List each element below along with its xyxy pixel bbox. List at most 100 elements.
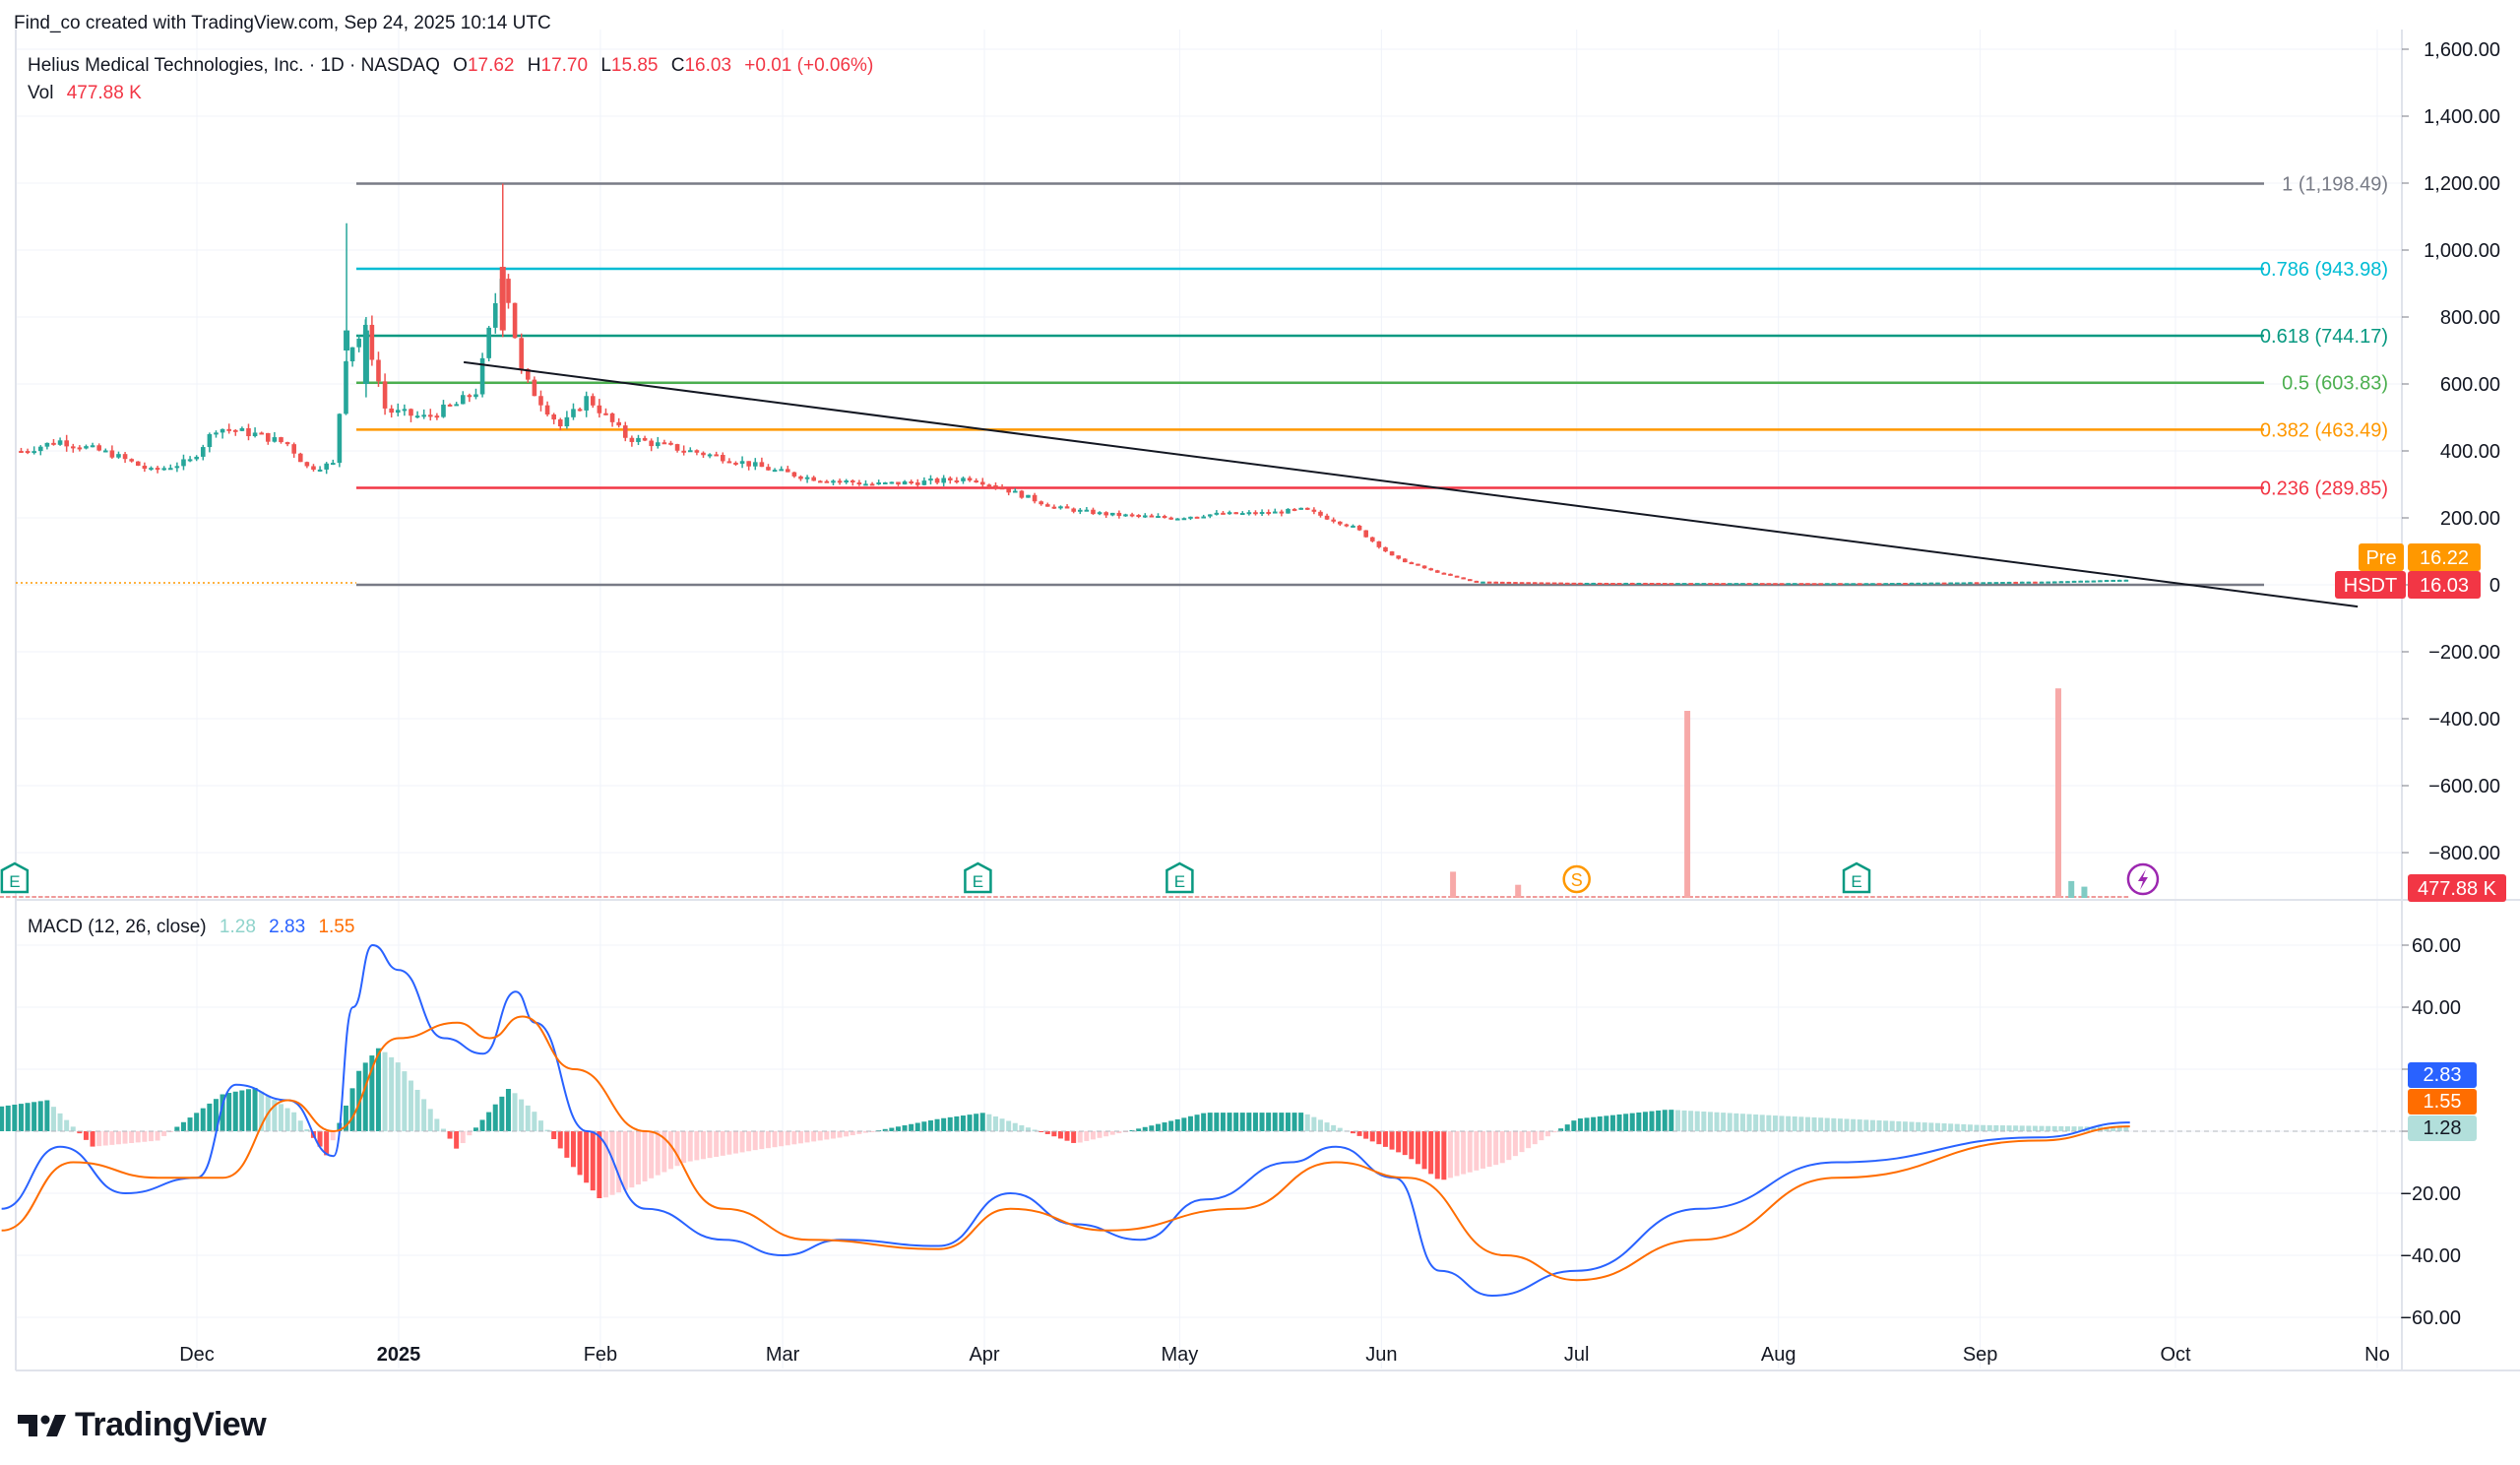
volume-bar: [402, 896, 408, 898]
volume-bar: [1162, 896, 1167, 898]
volume-bar: [1773, 896, 1778, 898]
macd-histogram-bar: [245, 1089, 251, 1131]
volume-bar: [1584, 896, 1590, 898]
volume-bar: [395, 896, 401, 898]
candle-body: [1578, 582, 1583, 585]
split-event-icon: [1562, 864, 1591, 894]
candle-body: [603, 413, 608, 415]
macd-histogram-bar: [1922, 1122, 1927, 1131]
volume-bar: [1792, 896, 1797, 898]
candle-body: [402, 409, 408, 412]
candle-body: [460, 395, 466, 405]
volume-bar: [1318, 896, 1323, 898]
macd-histogram-bar: [284, 1108, 290, 1131]
macd-histogram-bar: [382, 1051, 388, 1131]
macd-histogram-bar: [174, 1126, 180, 1131]
candle-body: [1974, 582, 1980, 585]
volume-bar: [317, 896, 323, 898]
macd-histogram-bar: [505, 1089, 511, 1131]
macd-histogram-bar: [1103, 1131, 1109, 1137]
volume-bar: [914, 896, 920, 898]
volume-bar: [2123, 896, 2129, 898]
macd-histogram-bar: [577, 1131, 583, 1176]
earnings-event-letter: E: [9, 872, 20, 891]
volume-bar: [1077, 896, 1083, 898]
candle-body: [1675, 583, 1680, 586]
candle-body: [421, 414, 426, 417]
brand-logo[interactable]: TradingView: [18, 1406, 267, 1444]
volume-bar: [817, 896, 823, 898]
macd-histogram-bar: [544, 1129, 550, 1131]
volume-bar: [1532, 896, 1538, 898]
candle-body: [1922, 582, 1927, 585]
volume-bar: [720, 896, 725, 898]
candle-body: [2058, 581, 2064, 584]
signal-value-badge-bg: [2408, 1089, 2477, 1115]
earnings-event-letter: E: [1851, 872, 1861, 891]
volume-bar: [779, 896, 784, 898]
candle-body: [2098, 580, 2103, 583]
candle-body: [1091, 509, 1096, 515]
candle-body: [1331, 519, 1336, 522]
macd-histogram-bar: [272, 1100, 278, 1131]
macd-histogram-bar: [70, 1126, 76, 1131]
brand-name: TradingView: [75, 1406, 267, 1443]
candle-body: [1279, 511, 1285, 514]
candle-body: [779, 469, 784, 472]
candle-body: [1526, 582, 1531, 585]
candle-body: [25, 451, 31, 454]
macd-histogram-bar: [324, 1131, 330, 1156]
macd-histogram-bar: [1869, 1119, 1875, 1131]
candle-body: [597, 405, 602, 414]
volume-bar: [1578, 896, 1583, 898]
candle-body: [584, 396, 589, 411]
candle-body: [1623, 582, 1628, 585]
candle-body: [473, 394, 478, 398]
candle-body: [954, 479, 960, 482]
price-tick-label: 800.00: [2440, 307, 2500, 329]
candle-body: [1571, 582, 1577, 585]
candle-body: [414, 415, 420, 418]
candle-body: [1701, 583, 1707, 586]
macd-histogram-bar: [213, 1099, 219, 1131]
candle-body: [739, 461, 745, 464]
candle-body: [19, 451, 24, 453]
candle-body: [1064, 506, 1070, 509]
macd-histogram-bar: [2019, 1125, 2025, 1131]
macd-histogram-bar: [1772, 1115, 1778, 1131]
time-tick-label: 2025: [377, 1344, 421, 1366]
volume-bar: [376, 896, 381, 898]
fib-label-0.382: 0.382 (463.49): [2260, 419, 2388, 441]
candle-body: [557, 419, 563, 427]
macd-histogram-bar: [1551, 1131, 1557, 1133]
volume-bar: [603, 896, 608, 898]
volume-bar: [1351, 896, 1355, 898]
candle-body: [220, 428, 225, 433]
macd-histogram-bar: [927, 1119, 933, 1131]
macd-histogram-bar: [1168, 1120, 1174, 1131]
volume-bar: [1779, 896, 1785, 898]
macd-histogram-bar: [914, 1122, 920, 1131]
candle-body: [1610, 583, 1615, 586]
volume-bar: [1396, 896, 1401, 898]
candle-body: [1168, 517, 1173, 520]
macd-histogram-bar: [12, 1105, 18, 1131]
candle-body: [1103, 512, 1108, 516]
close-value: 16.03: [684, 55, 732, 76]
volume-bar: [1623, 896, 1628, 898]
candle-body: [1233, 512, 1238, 515]
grid: [15, 30, 2520, 1371]
volume-bar: [1389, 896, 1395, 898]
candle-body: [32, 451, 36, 454]
volume-bar: [284, 896, 290, 898]
volume-bar: [986, 896, 992, 898]
volume-bar: [1174, 896, 1180, 898]
candle-body: [1545, 582, 1550, 585]
volume-bar: [1857, 896, 1862, 898]
candle-body: [914, 482, 920, 485]
candle-body: [1409, 562, 1415, 565]
volume-bar: [785, 896, 790, 898]
candle-body: [947, 478, 953, 480]
volume-bar: [1156, 896, 1161, 898]
macd-histogram-bar: [454, 1131, 460, 1149]
